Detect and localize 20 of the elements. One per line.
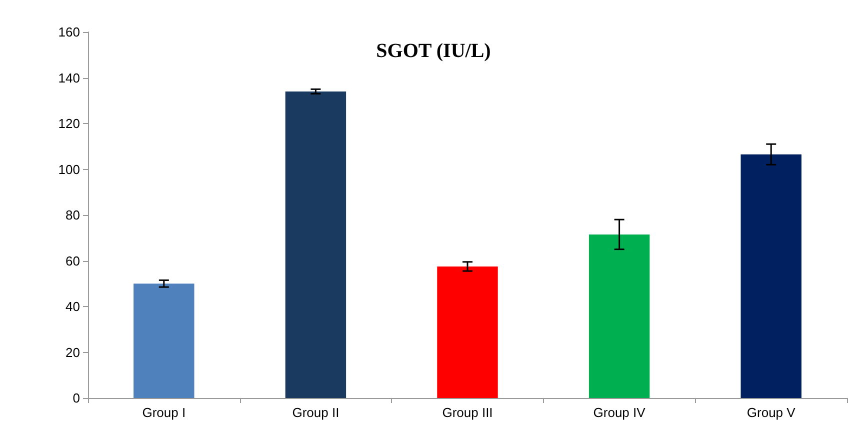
y-tick-label: 140 [58,70,80,86]
bar [285,91,346,398]
bar [588,234,650,398]
x-tick-label: Group II [292,405,340,420]
chart-title: SGOT (IU/L) [376,40,491,62]
y-tick-label: 160 [58,24,80,40]
y-tick-label: 80 [66,208,80,222]
y-tick-label: 0 [72,390,80,406]
x-tick-label: Group I [142,405,186,420]
y-tick-label: 100 [58,162,80,177]
x-tick-label: Group IV [593,405,646,420]
y-tick-label: 40 [66,299,80,314]
bar [134,284,194,398]
bar [437,266,498,398]
y-tick-label: 60 [66,253,80,268]
y-tick-label: 20 [66,344,80,360]
bar [740,154,802,398]
x-tick-label: Group V [746,405,796,420]
x-tick-label: Group III [442,405,493,420]
y-tick-label: 120 [58,116,80,131]
